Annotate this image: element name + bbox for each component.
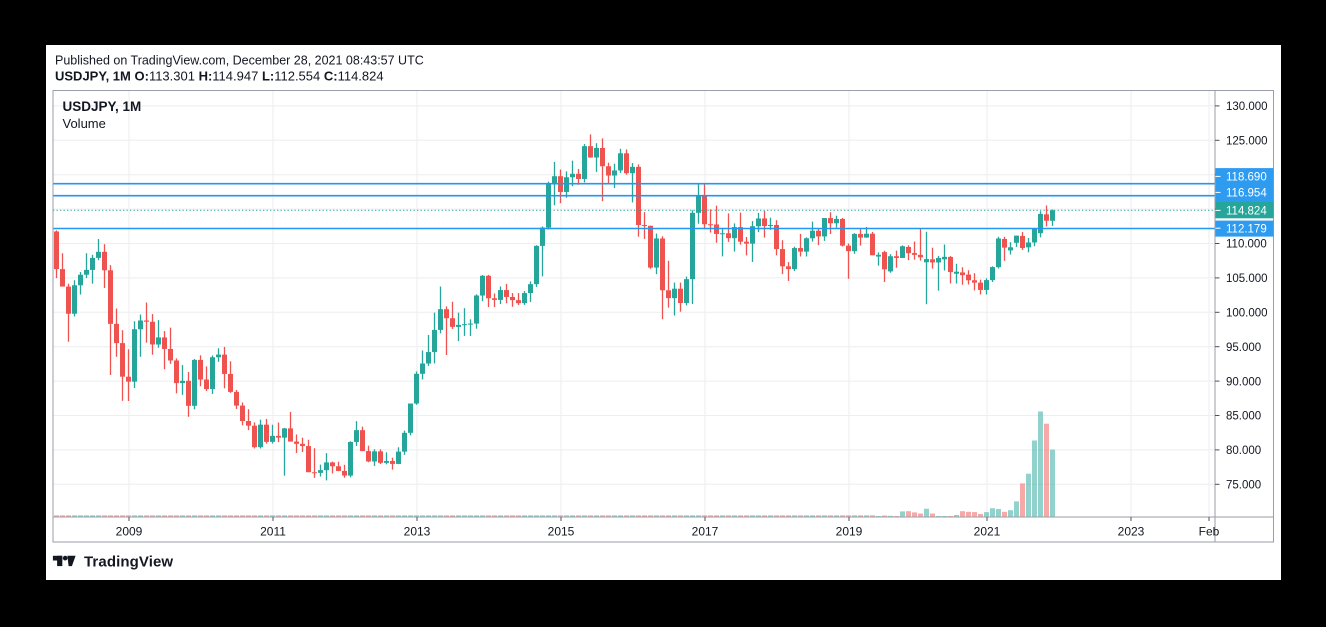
svg-text:2021: 2021 [974, 525, 1001, 539]
svg-text:2017: 2017 [692, 525, 719, 539]
svg-text:USDJPY, 1M: USDJPY, 1M [63, 99, 142, 114]
svg-text:114.824: 114.824 [1226, 206, 1267, 218]
svg-text:85.000: 85.000 [1226, 411, 1261, 423]
svg-text:TradingView: TradingView [84, 553, 173, 570]
svg-text:105.000: 105.000 [1226, 273, 1268, 285]
svg-text:90.000: 90.000 [1226, 376, 1261, 388]
svg-text:Volume: Volume [63, 116, 106, 131]
svg-text:Feb: Feb [1199, 525, 1220, 539]
svg-text:80.000: 80.000 [1226, 445, 1261, 457]
svg-text:112.179: 112.179 [1226, 223, 1267, 235]
svg-text:118.690: 118.690 [1226, 172, 1267, 184]
svg-text:2013: 2013 [404, 525, 431, 539]
svg-text:2011: 2011 [260, 525, 286, 539]
svg-text:2015: 2015 [548, 525, 575, 539]
svg-text:USDJPY, 1M O:113.301 H:114.947: USDJPY, 1M O:113.301 H:114.947 L:112.554… [55, 69, 384, 84]
svg-text:2023: 2023 [1118, 525, 1145, 539]
svg-text:75.000: 75.000 [1226, 480, 1261, 492]
svg-text:116.954: 116.954 [1226, 188, 1267, 200]
svg-text:110.000: 110.000 [1226, 239, 1267, 251]
svg-text:2019: 2019 [836, 525, 863, 539]
svg-text:2009: 2009 [116, 525, 143, 539]
svg-text:130.000: 130.000 [1226, 101, 1268, 113]
svg-text:95.000: 95.000 [1226, 342, 1261, 354]
svg-text:100.000: 100.000 [1226, 308, 1268, 320]
svg-text:Published on TradingView.com,: Published on TradingView.com, December 2… [55, 54, 424, 68]
svg-text:125.000: 125.000 [1226, 136, 1268, 148]
